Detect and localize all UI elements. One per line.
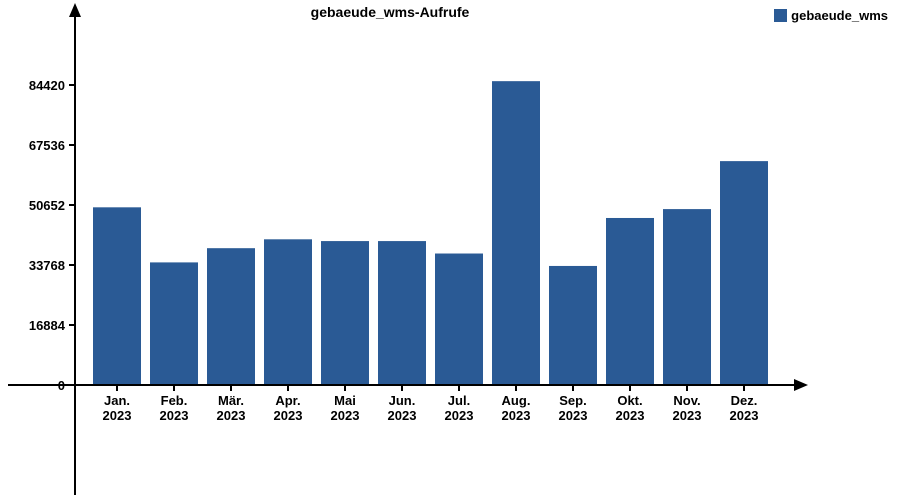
x-tick-label-line2: 2023: [445, 408, 474, 423]
x-tick-label-line2: 2023: [616, 408, 645, 423]
bar: [492, 81, 540, 385]
y-tick-label: 16884: [29, 318, 66, 333]
x-tick-label-line2: 2023: [274, 408, 303, 423]
bar: [549, 266, 597, 385]
x-tick-label-line1: Jun.: [389, 393, 416, 408]
x-tick-label-line2: 2023: [103, 408, 132, 423]
bar: [378, 241, 426, 385]
bar: [720, 161, 768, 385]
x-tick-label-line2: 2023: [160, 408, 189, 423]
x-tick-label-line2: 2023: [217, 408, 246, 423]
bar: [435, 254, 483, 385]
y-tick-label: 67536: [29, 138, 65, 153]
bar: [321, 241, 369, 385]
x-tick-label-line1: Aug.: [502, 393, 531, 408]
x-tick-label-line2: 2023: [388, 408, 417, 423]
bar: [207, 248, 255, 385]
y-axis-arrow: [69, 3, 81, 17]
y-tick-label: 50652: [29, 198, 65, 213]
x-tick-label-line1: Dez.: [731, 393, 758, 408]
bar: [93, 207, 141, 385]
y-tick-label: 84420: [29, 78, 65, 93]
x-tick-label-line1: Sep.: [559, 393, 586, 408]
x-axis-arrow: [794, 379, 808, 391]
bar: [150, 262, 198, 385]
bar: [663, 209, 711, 385]
bar: [606, 218, 654, 385]
x-tick-label-line1: Apr.: [275, 393, 300, 408]
x-tick-label-line1: Feb.: [161, 393, 188, 408]
x-tick-label-line2: 2023: [730, 408, 759, 423]
chart-plot: 01688433768506526753684420 Jan.2023Feb.2…: [0, 0, 900, 500]
x-tick-label-line2: 2023: [502, 408, 531, 423]
x-tick-label-line2: 2023: [559, 408, 588, 423]
y-tick-label: 33768: [29, 258, 65, 273]
x-tick-label-line2: 2023: [331, 408, 360, 423]
bar: [264, 239, 312, 385]
x-tick-label-line1: Mär.: [218, 393, 244, 408]
x-tick-label-line1: Jul.: [448, 393, 470, 408]
x-tick-label-line1: Nov.: [673, 393, 700, 408]
x-tick-label-line1: Jan.: [104, 393, 130, 408]
x-tick-label-line2: 2023: [673, 408, 702, 423]
x-tick-label-line1: Mai: [334, 393, 356, 408]
x-tick-label-line1: Okt.: [617, 393, 642, 408]
